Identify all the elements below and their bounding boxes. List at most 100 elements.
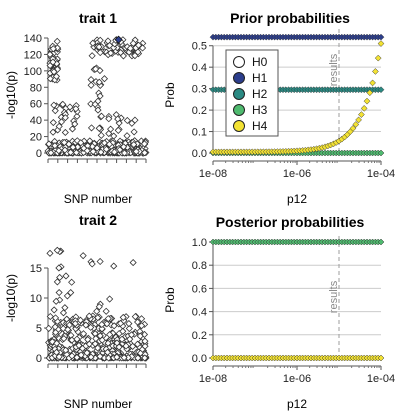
snp-point [63, 292, 71, 300]
snp-point [129, 259, 137, 267]
snp-point [119, 327, 127, 335]
x-tick-label: 1e-06 [283, 168, 311, 180]
snp-point [123, 132, 131, 140]
trait1-manhattan-panel: trait 1 -log10(p) SNP number 0 20 40 60 80 10… [4, 10, 150, 206]
snp-point [45, 324, 53, 332]
snp-point [53, 65, 61, 73]
snp-point [85, 340, 93, 348]
legend-label-h4: H4 [252, 119, 268, 133]
snp-point [115, 343, 123, 351]
snp-point [97, 131, 105, 139]
snp-point [82, 321, 90, 329]
snp-point [87, 323, 95, 331]
snp-point [52, 328, 60, 336]
series-point-h4 [372, 68, 379, 75]
snp-point [74, 143, 82, 151]
snp-point [61, 304, 69, 312]
snp-point [66, 103, 74, 111]
snp-point [49, 118, 57, 127]
snp-point [47, 149, 55, 157]
snp-point [51, 314, 60, 322]
snp-point [130, 141, 138, 149]
snp-point [96, 257, 104, 266]
snp-point [104, 339, 112, 347]
snp-point [52, 348, 61, 356]
snp-point [98, 320, 106, 329]
snp-point [133, 340, 142, 348]
series-point-h4 [363, 97, 371, 105]
series-point-h4 [369, 79, 376, 87]
y-tick-label: 20 [30, 132, 42, 144]
snp-point [61, 114, 69, 122]
snp-point [77, 139, 85, 147]
y-tick-label: 0 [36, 353, 42, 365]
series-point-h3 [377, 238, 385, 246]
snp-point [141, 354, 149, 362]
legend-swatch-h1 [233, 72, 245, 84]
snp-point [92, 335, 100, 343]
snp-point [105, 129, 113, 138]
y-tick-label: 0.2 [192, 330, 207, 342]
snp-point [72, 105, 80, 113]
snp-point [88, 260, 96, 268]
prior-ylabel: Prob [163, 82, 177, 108]
snp-point [131, 313, 139, 321]
snp-point [67, 289, 75, 297]
snp-point [71, 320, 79, 328]
snp-point [69, 143, 77, 151]
trait2-y-axis: 0 5 10 15 [30, 263, 147, 368]
snp-point [110, 262, 118, 270]
snp-point [123, 116, 131, 125]
snp-point [125, 320, 133, 328]
snp-point [122, 342, 130, 350]
snp-point [126, 44, 134, 52]
snp-point [46, 75, 54, 83]
results-label: results [328, 280, 340, 313]
prior-probabilities-panel: Prior probabilities Prob p12 results 0.0… [163, 10, 395, 206]
snp-point [138, 322, 146, 330]
y-tick-label: 0.1 [192, 127, 207, 139]
snp-point [132, 147, 140, 156]
x-tick-label: 1e-04 [367, 168, 395, 180]
y-tick-label: 0.4 [192, 62, 207, 74]
snp-point [55, 353, 63, 361]
snp-point [110, 148, 119, 156]
snp-point [72, 149, 80, 157]
snp-point [46, 50, 54, 59]
trait1-title: trait 1 [79, 10, 117, 26]
posterior-ylabel: Prob [163, 287, 177, 313]
y-tick-label: 0.5 [192, 41, 207, 53]
trait2-ylabel: -log10(p) [4, 274, 18, 322]
snp-point [61, 128, 69, 137]
snp-point [56, 273, 64, 282]
y-tick-label: 60 [30, 99, 42, 111]
series-point-h4 [374, 54, 382, 62]
snp-point [52, 72, 61, 80]
snp-point [85, 312, 93, 320]
snp-point [141, 337, 149, 345]
y-tick-label: 80 [30, 82, 42, 94]
snp-point [61, 146, 69, 154]
trait2-points [45, 246, 150, 362]
legend-swatch-h0 [233, 56, 245, 68]
snp-point [113, 353, 121, 361]
snp-point [53, 278, 61, 286]
snp-point [140, 140, 149, 148]
snp-point [96, 92, 104, 100]
snp-point [94, 344, 102, 352]
series-point-h4 [355, 116, 362, 124]
snp-point [131, 116, 139, 124]
posterior-series [209, 238, 385, 362]
series-point-h2 [377, 86, 385, 94]
snp-point [45, 140, 53, 148]
posterior-axes: 0.0 0.2 0.4 0.6 0.8 1.0 1e-08 1e-06 1e-04 [192, 237, 395, 385]
snp-point [46, 249, 54, 257]
snp-point [55, 288, 63, 297]
snp-point [68, 278, 76, 286]
snp-point [76, 316, 85, 324]
snp-point [50, 68, 58, 76]
highlighted-snp-point [114, 35, 123, 44]
snp-point [48, 338, 56, 346]
snp-point [62, 272, 70, 280]
